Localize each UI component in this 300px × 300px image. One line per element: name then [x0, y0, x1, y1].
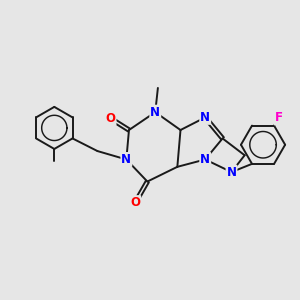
Text: N: N [121, 153, 131, 166]
Text: F: F [274, 112, 283, 124]
Text: O: O [106, 112, 116, 125]
Text: N: N [150, 106, 160, 118]
Text: O: O [130, 196, 140, 209]
Text: N: N [200, 111, 210, 124]
Text: N: N [200, 153, 210, 166]
Text: N: N [226, 166, 236, 178]
